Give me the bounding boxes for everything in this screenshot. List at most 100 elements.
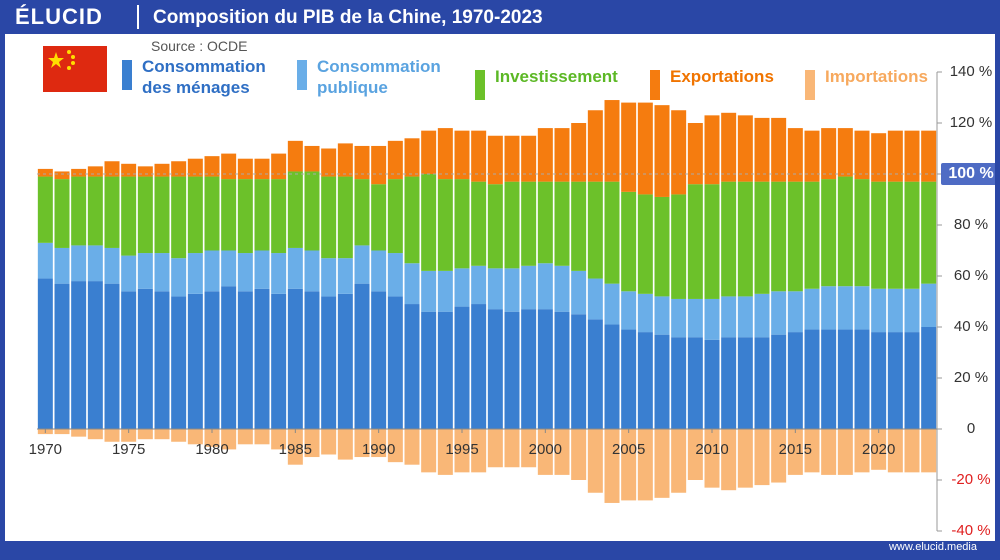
flag: [43, 46, 107, 92]
x-tick-label: 2015: [779, 441, 812, 458]
bar-segment: [404, 263, 420, 305]
bar-segment: [154, 291, 170, 429]
bar-segment: [871, 332, 887, 429]
bar-segment: [787, 291, 803, 333]
footer: www.elucid.media: [5, 541, 995, 555]
bar-segment: [437, 179, 453, 271]
bar-segment: [554, 429, 570, 475]
bar-segment: [737, 181, 753, 297]
bar-segment: [704, 429, 720, 488]
bar-segment: [221, 250, 237, 287]
x-tick-label: 2005: [612, 441, 645, 458]
bar-segment: [587, 429, 603, 493]
y-tick-label: 40 %: [954, 318, 988, 335]
bar-segment: [471, 130, 487, 182]
bar-segment: [737, 115, 753, 182]
bar-segment: [887, 130, 903, 182]
bar-segment: [187, 293, 203, 429]
bar-segment: [804, 329, 820, 429]
legend-swatch: [297, 60, 307, 90]
bar-segment: [871, 288, 887, 333]
bar-segment: [471, 429, 487, 473]
legend-item: Investissement: [475, 66, 665, 100]
bar-segment: [204, 250, 220, 292]
bar-segment: [504, 181, 520, 269]
bar-segment: [754, 117, 770, 182]
bar-segment: [121, 163, 137, 177]
y-tick-label: 60 %: [954, 267, 988, 284]
bar-segment: [271, 179, 287, 254]
bar-segment: [337, 429, 353, 460]
bar-segment: [54, 247, 70, 284]
bar-segment: [71, 168, 87, 177]
bar-segment: [821, 329, 837, 429]
bar-segment: [437, 128, 453, 180]
bar-segment: [487, 268, 503, 310]
bar-segment: [904, 288, 920, 333]
y-tick-label: 80 %: [954, 216, 988, 233]
y-tick-label: 100 %: [948, 165, 993, 182]
bar-segment: [154, 253, 170, 292]
bar-segment: [771, 334, 787, 429]
bar-segment: [204, 156, 220, 177]
bar-segment: [604, 324, 620, 429]
bar-segment: [604, 100, 620, 182]
bar-segment: [137, 176, 153, 254]
bar-segment: [754, 337, 770, 429]
bar-segment: [687, 298, 703, 338]
bar-segment: [521, 429, 537, 468]
y-tick-label: -40 %: [951, 522, 990, 539]
bar-segment: [687, 429, 703, 480]
bar-segment: [554, 311, 570, 429]
bar-segment: [504, 429, 520, 468]
bar-segment: [387, 179, 403, 254]
bar-segment: [554, 128, 570, 182]
bar-segment: [721, 337, 737, 429]
bar-segment: [171, 296, 187, 429]
bar-segment: [187, 253, 203, 294]
bar-segment: [537, 429, 553, 475]
bar-segment: [287, 429, 303, 465]
separator: [137, 5, 139, 29]
bar-segment: [437, 311, 453, 429]
bar-segment: [771, 429, 787, 483]
bar-segment: [104, 176, 120, 248]
bar-segment: [87, 176, 103, 246]
bar-segment: [654, 105, 670, 197]
bar-segment: [404, 429, 420, 465]
bar-segment: [754, 429, 770, 486]
bar-segment: [371, 184, 387, 251]
bar-segment: [704, 339, 720, 429]
bar-segment: [471, 304, 487, 429]
bar-segment: [654, 429, 670, 498]
bar-segment: [304, 171, 320, 251]
legend-label: Consommation publique: [317, 57, 441, 97]
bar-segment: [137, 288, 153, 429]
bar-segment: [421, 174, 437, 271]
legend-swatch: [805, 70, 815, 100]
bar-segment: [404, 138, 420, 177]
bar-segment: [537, 128, 553, 182]
bar-segment: [604, 429, 620, 503]
bar-segment: [87, 429, 103, 440]
bar-segment: [71, 245, 87, 282]
x-tick-label: 2000: [529, 441, 562, 458]
bar-segment: [271, 153, 287, 180]
bar-segment: [921, 283, 937, 327]
bar-segment: [454, 429, 470, 473]
bar-segment: [504, 268, 520, 312]
bar-segment: [287, 247, 303, 289]
bar-segment: [204, 176, 220, 251]
legend-item: Importations: [805, 66, 955, 100]
bar-segment: [521, 265, 537, 310]
bar-segment: [254, 288, 270, 429]
bar-segment: [387, 429, 403, 463]
bar-segment: [887, 429, 903, 473]
bar-segment: [221, 286, 237, 429]
bar-segment: [54, 179, 70, 248]
bar-segment: [237, 179, 253, 254]
bar-segment: [821, 179, 837, 287]
bar-segment: [121, 255, 137, 292]
bar-segment: [421, 130, 437, 174]
bar-segment: [154, 176, 170, 254]
